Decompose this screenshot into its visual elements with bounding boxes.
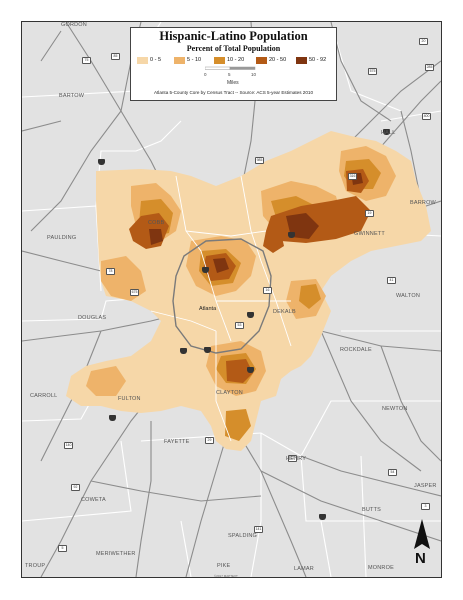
scale-tick-label: 0: [204, 72, 207, 77]
county-label-jasper: JASPER: [414, 483, 437, 489]
route-shield-icon: 3: [421, 503, 430, 510]
route-shield-icon: 5: [58, 545, 67, 552]
county-label-butts: BUTTS: [362, 507, 382, 513]
scale-tick-label: 10: [251, 72, 257, 77]
route-shield-icon: 575: [368, 68, 377, 75]
legend-swatch: [296, 57, 307, 64]
source-note: Atlanta 5-County Core by Census Tract --…: [153, 90, 314, 95]
north-arrow-icon: [414, 519, 430, 549]
map-legend: Hispanic-Latino Population Percent of To…: [130, 27, 337, 101]
route-shield-icon: 140: [64, 442, 73, 449]
legend-swatch: [214, 57, 225, 64]
legend-swatch: [137, 57, 148, 64]
route-shield-icon: 75: [82, 57, 91, 64]
route-shield-icon: 19: [365, 210, 374, 217]
route-shield-icon: 400: [422, 113, 431, 120]
map-subtitle: Percent of Total Population: [186, 44, 281, 53]
county-label-newton: NEWTON: [382, 406, 408, 412]
interstate-shield-icon: [288, 232, 295, 238]
scale-tick-label: 5: [228, 72, 231, 77]
county-label-gordon: GORDON: [61, 22, 87, 28]
internal-boundaries: [150, 175, 292, 442]
county-label-spalding: SPALDING: [228, 533, 258, 539]
route-shield-icon: 92: [71, 484, 80, 491]
map-canvas: [22, 22, 441, 577]
county-label-lamar: LAMAR: [294, 566, 314, 572]
north-label: N: [415, 550, 426, 567]
county-label-meriwether: MERIWETHER: [96, 551, 136, 557]
perimeter-highway: [172, 238, 272, 354]
scale-bar: 0 5 10 Miles: [204, 66, 265, 88]
county-label-douglas: DOUGLAS: [78, 315, 107, 321]
county-label-bartow: BARTOW: [59, 93, 85, 99]
city-label-atlanta: Atlanta: [199, 306, 217, 312]
county-label-dekalb: DEKALB: [273, 309, 296, 315]
county-label-hall: HALL: [381, 130, 396, 136]
legend-class-label: 10 - 20: [227, 57, 245, 63]
legend-swatch: [174, 57, 185, 64]
county-label-fayette: FAYETTE: [164, 439, 190, 445]
interstate-shield-icon: [204, 347, 211, 353]
route-shield-icon: 78: [106, 268, 115, 275]
legend-swatch: [256, 57, 267, 64]
route-shield-icon: 41: [387, 277, 396, 284]
county-label-monroe: MONROE: [368, 565, 394, 571]
route-shield-icon: 53: [235, 322, 244, 329]
interstate-shield-icon: [202, 267, 209, 273]
county-label-fulton: FULTON: [118, 396, 141, 402]
scale-unit-label: Miles: [227, 80, 239, 86]
county-label-clayton: CLAYTON: [216, 390, 243, 396]
route-shield-icon: 16: [263, 287, 272, 294]
route-shield-icon: 85: [111, 53, 120, 60]
interstate-shield-icon: [98, 159, 105, 165]
map-frame: 75 85 20 285 575 400 985 316 78 675 16 1…: [21, 21, 442, 578]
interstate-shield-icon: [180, 348, 187, 354]
county-label-gwinnett: GWINNETT: [354, 231, 385, 237]
route-shield-icon: 675: [130, 289, 139, 296]
county-label-walton: WALTON: [396, 293, 421, 299]
copyright-note: ©2017 MAPTEXT: [214, 574, 238, 578]
route-shield-icon: 29: [205, 437, 214, 444]
county-label-rockdale: ROCKDALE: [340, 347, 372, 353]
county-label-carroll: CARROLL: [30, 393, 58, 399]
interstate-shield-icon: [247, 367, 254, 373]
route-shield-icon: 27: [288, 455, 297, 462]
route-shield-icon: 141: [254, 526, 263, 533]
route-shield-icon: 20: [419, 38, 428, 45]
county-label-barrow: BARROW: [410, 200, 436, 206]
scale-bar-graphic: [205, 66, 256, 70]
interstate-shield-icon: [383, 129, 390, 135]
interstate-shield-icon: [109, 415, 116, 421]
county-label-cobb: COBB: [148, 220, 165, 226]
legend-class-label: 50 - 92: [309, 57, 327, 63]
county-label-henry: HENRY: [286, 456, 307, 462]
county-label-pike: PIKE: [217, 563, 231, 569]
route-shield-icon: 316: [348, 173, 357, 180]
legend-class-label: 5 - 10: [187, 57, 202, 63]
route-shield-icon: 985: [255, 157, 264, 164]
north-arrow: N: [413, 519, 431, 569]
census-tract-region: [66, 131, 431, 451]
route-shield-icon: 285: [425, 64, 434, 71]
legend-class-label: 20 - 50: [269, 57, 287, 63]
county-label-troup: TROUP: [25, 563, 46, 569]
county-label-coweta: COWETA: [81, 497, 106, 503]
route-shield-icon: 54: [388, 469, 397, 476]
interstate-shield-icon: [319, 514, 326, 520]
map-title: Hispanic-Latino Population: [159, 29, 308, 43]
legend-class-label: 0 - 5: [150, 57, 162, 63]
county-label-paulding: PAULDING: [47, 235, 77, 241]
interstate-shield-icon: [247, 312, 254, 318]
